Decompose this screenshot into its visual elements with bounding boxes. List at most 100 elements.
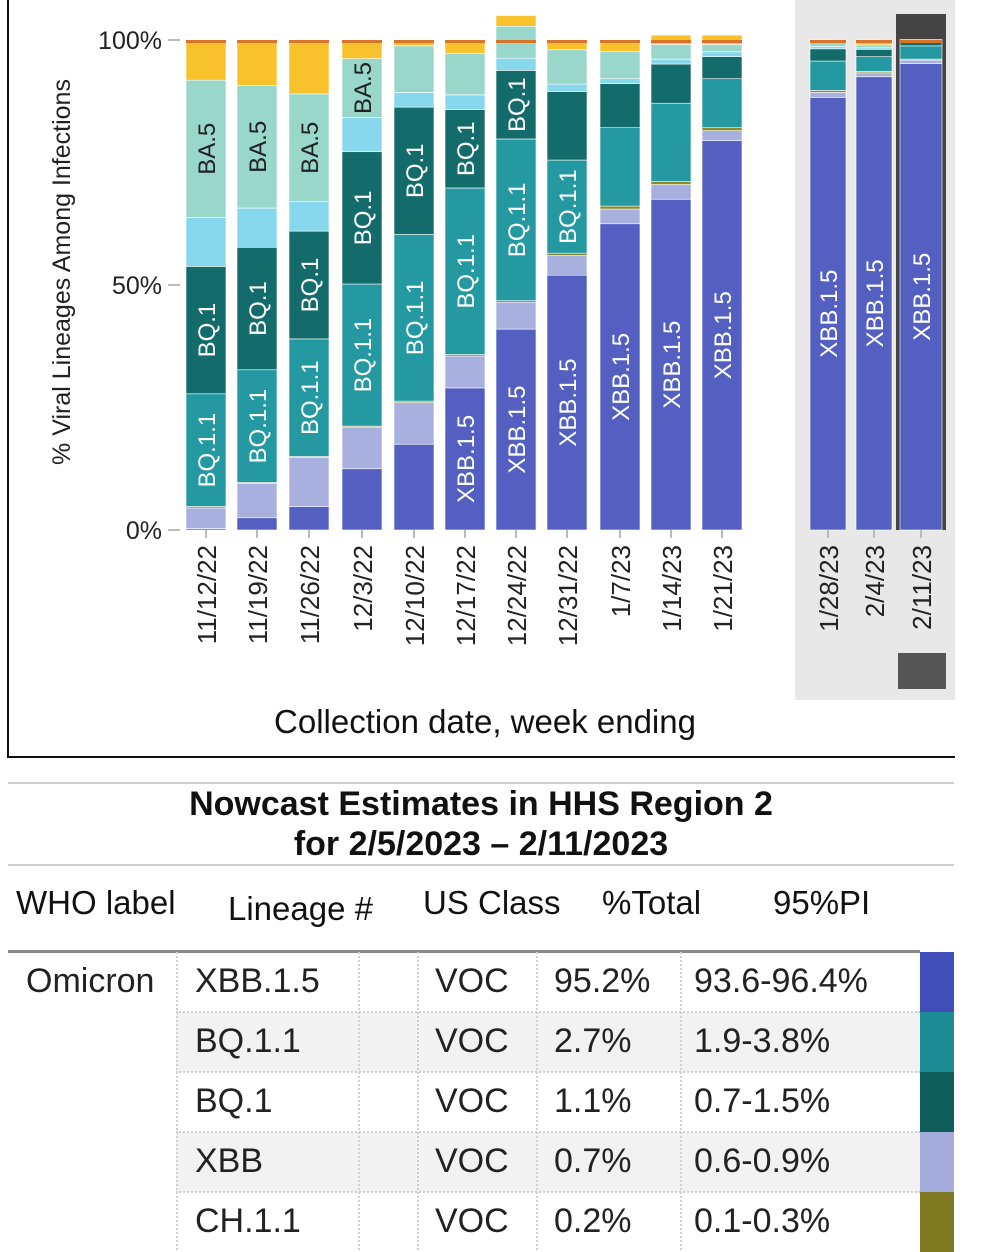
- bar-segment-xbb[interactable]: [185, 507, 227, 529]
- bar-segment-ba-5[interactable]: [809, 42, 847, 47]
- bar-segment-xbb[interactable]: [236, 483, 278, 519]
- bar-segment-xbb-1-5[interactable]: [236, 517, 278, 531]
- bar-segment-xbb-1-5[interactable]: [341, 468, 383, 531]
- bar-segment-ba-5[interactable]: [185, 79, 227, 218]
- bar-segment-bq-1-1[interactable]: [701, 78, 743, 129]
- bar-segment-bq-1[interactable]: [599, 83, 641, 129]
- bar-segment-ba-5[interactable]: [444, 52, 486, 96]
- bar-segment-ba-5[interactable]: [341, 58, 383, 118]
- bar-segment-ba-5[interactable]: [546, 49, 588, 85]
- bar-segment-xbb[interactable]: [650, 184, 692, 200]
- selected-week-handle[interactable]: [898, 653, 946, 689]
- bar-segment-ba-5[interactable]: [855, 44, 893, 49]
- bar-segment-minor[interactable]: [288, 40, 330, 95]
- bar-segment-minor[interactable]: [495, 15, 537, 27]
- bar-segment-bq-1-1[interactable]: [495, 138, 537, 301]
- bar-segment-other[interactable]: [341, 117, 383, 153]
- bar-segment-ch-1-1[interactable]: [650, 181, 692, 185]
- bar-segment-other[interactable]: [444, 94, 486, 110]
- bar-segment-bq-1[interactable]: [495, 70, 537, 140]
- bar-segment-bq-1-1[interactable]: [236, 369, 278, 483]
- bar-segment-other[interactable]: [650, 58, 692, 65]
- bar-segment-bq-1-1[interactable]: [855, 56, 893, 72]
- header-us-class[interactable]: US Class: [423, 884, 561, 921]
- bar-segment-xbb[interactable]: [809, 92, 847, 98]
- bar-segment-ba-5[interactable]: [393, 45, 435, 93]
- table-row[interactable]: BQ.1 VOC 1.1% 0.7-1.5%: [176, 1072, 920, 1132]
- bar-segment-bq-1-1[interactable]: [288, 338, 330, 457]
- bar-segment-bq-1-1[interactable]: [185, 393, 227, 507]
- bar-segment-xbb-1-5[interactable]: [650, 198, 692, 531]
- bar-segment-xbb-1-5[interactable]: [599, 223, 641, 531]
- bar-segment-ba-5[interactable]: [288, 93, 330, 203]
- bar-segment-minor[interactable]: [650, 34, 692, 45]
- bar-segment-bq-1[interactable]: [855, 49, 893, 57]
- bar-label: XBB.1.5: [555, 359, 582, 447]
- chart-frame-left: [7, 0, 9, 758]
- bar-segment-other[interactable]: [236, 207, 278, 248]
- bar-segment-minor[interactable]: [185, 39, 227, 81]
- bar-segment-xbb-1-5[interactable]: [393, 443, 435, 531]
- bar-segment-bq-1-1[interactable]: [599, 127, 641, 207]
- bar-segment-xbb[interactable]: [495, 301, 537, 330]
- bar-segment-other[interactable]: [495, 57, 537, 71]
- bar-segment-xbb[interactable]: [599, 208, 641, 225]
- bar-segment-other[interactable]: [701, 51, 743, 57]
- bar-segment-bq-1-1[interactable]: [546, 159, 588, 254]
- bar-segment-ba-5[interactable]: [236, 85, 278, 209]
- header-total[interactable]: %Total: [602, 884, 702, 921]
- bar-segment-bq-1[interactable]: [341, 151, 383, 285]
- bar-segment-xbb-1-5[interactable]: [546, 274, 588, 531]
- bar-segment-ba-5[interactable]: [599, 51, 641, 80]
- bar-segment-bq-1-1[interactable]: [393, 234, 435, 402]
- bar-segment-bq-1-1[interactable]: [650, 102, 692, 182]
- table-row[interactable]: Omicron XBB.1.5 VOC 95.2% 93.6-96.4%: [8, 952, 920, 1012]
- bar-segment-xbb[interactable]: [546, 255, 588, 276]
- bar-segment-bq-1-1[interactable]: [444, 187, 486, 355]
- header-lineage[interactable]: Lineage #: [228, 890, 373, 927]
- bar-segment-xbb[interactable]: [288, 457, 330, 507]
- bar-segment-ch-1-1[interactable]: [546, 252, 588, 256]
- bar-segment-bq-1[interactable]: [236, 246, 278, 371]
- bar-segment-ba-5[interactable]: [701, 44, 743, 53]
- bar-segment-xbb-1-5[interactable]: [701, 140, 743, 531]
- bar-segment-other[interactable]: [546, 83, 588, 92]
- bar-segment-xbb[interactable]: [444, 355, 486, 389]
- bar-segment-xbb-1-5[interactable]: [809, 97, 847, 531]
- bar-segment-xbb[interactable]: [855, 72, 893, 78]
- bar-segment-xbb-1-5[interactable]: [495, 328, 537, 531]
- bar-segment-bq-1[interactable]: [650, 63, 692, 104]
- bar-segment-other[interactable]: [393, 92, 435, 108]
- bar-segment-bq-1[interactable]: [701, 56, 743, 80]
- bar-segment-bq-1[interactable]: [185, 266, 227, 395]
- bar-segment-other[interactable]: [809, 46, 847, 50]
- header-pi[interactable]: 95%PI: [773, 884, 871, 921]
- bar-segment-xbb[interactable]: [341, 426, 383, 470]
- header-who-label[interactable]: WHO label: [16, 884, 176, 921]
- bar-segment-other[interactable]: [599, 78, 641, 84]
- bar-segment-ba-5[interactable]: [650, 44, 692, 60]
- bar-segment-bq-1[interactable]: [546, 91, 588, 161]
- bar-segment-xbb-1-5[interactable]: [288, 506, 330, 531]
- bar-segment-bq-1-1[interactable]: [899, 45, 943, 60]
- bar-segment-xbb[interactable]: [701, 130, 743, 141]
- bar-segment-bq-1-1[interactable]: [341, 283, 383, 427]
- bar-segment-bq-1-1[interactable]: [809, 60, 847, 91]
- bar-segment-ch-1-1[interactable]: [701, 127, 743, 131]
- row-divider: [176, 1131, 920, 1133]
- bar-segment-minor[interactable]: [236, 39, 278, 86]
- lineage-cell: BQ.1: [195, 1082, 273, 1120]
- bar-segment-bq-1[interactable]: [393, 106, 435, 235]
- bar-segment-minor[interactable]: [701, 34, 743, 45]
- table-row[interactable]: XBB VOC 0.7% 0.6-0.9%: [176, 1132, 920, 1192]
- bar-segment-xbb[interactable]: [899, 59, 943, 64]
- table-row[interactable]: BQ.1.1 VOC 2.7% 1.9-3.8%: [176, 1012, 920, 1072]
- bar-segment-bq-1[interactable]: [809, 48, 847, 62]
- table-row[interactable]: CH.1.1 VOC 0.2% 0.1-0.3%: [176, 1192, 920, 1252]
- bar-segment-ch-1-1[interactable]: [599, 205, 641, 210]
- bar-segment-bq-1[interactable]: [288, 230, 330, 340]
- bar-segment-xbb[interactable]: [393, 402, 435, 445]
- bar-segment-other[interactable]: [185, 217, 227, 267]
- y-tick-label: 0%: [126, 517, 162, 545]
- bar-segment-other[interactable]: [288, 201, 330, 232]
